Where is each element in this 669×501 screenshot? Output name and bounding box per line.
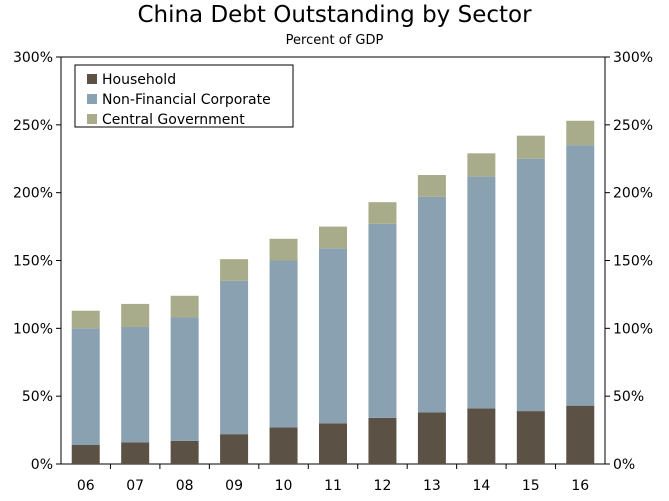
bar-segment [417,412,446,464]
y-tick-label-right: 250% [613,118,653,134]
bar-segment [170,317,199,441]
bar-segment [516,411,545,464]
bar-segment [417,196,446,413]
bar-segment [220,259,249,281]
bar-segment [319,226,347,249]
bar-segment [368,417,397,464]
x-tick-label: 11 [324,478,342,494]
x-tick-label: 12 [374,478,392,494]
bar-segment [566,120,595,146]
bar-segment [467,153,496,177]
y-tick-label-left: 100% [13,321,53,337]
x-tick-label: 08 [176,478,194,494]
y-tick-label-right: 50% [613,389,644,405]
y-tick-label-left: 150% [13,254,53,270]
y-tick-label-left: 300% [13,50,53,66]
bar-segment [121,326,150,443]
bar-segment [220,434,249,464]
y-tick-label-left: 50% [22,389,53,405]
bar-segment [467,176,496,409]
chart-title: China Debt Outstanding by Sector [137,2,532,28]
y-tick-label-left: 0% [31,457,53,473]
bar-segment [566,405,595,464]
bar-segment [516,158,545,412]
y-tick-label-right: 0% [613,457,635,473]
y-tick-label-right: 100% [613,321,653,337]
bar-segment [516,135,545,159]
plot-area: 0% 0% 50% 50% 100% 100% 150% 150% 200% 200% 250% 25… [13,50,653,494]
x-tick-label: 10 [275,478,293,494]
bar-segment [319,248,347,424]
y-tick-label-left: 200% [13,186,53,202]
x-tick-label: 15 [522,478,540,494]
legend-label: Household [102,72,176,88]
bar-segment [121,442,150,464]
bar-segment [467,408,496,464]
legend-label: Central Government [102,112,245,128]
bar-segment [566,145,595,406]
bar-segment [368,223,397,418]
x-tick-label: 07 [126,478,144,494]
bar-segment [319,423,347,464]
bar-segment [170,440,199,464]
bar-segment [269,260,298,428]
legend-swatch [87,94,97,104]
chart-subtitle: Percent of GDP [285,33,384,48]
bar-segment [269,238,298,261]
y-tick-label-right: 200% [613,186,653,202]
x-tick-label: 06 [77,478,95,494]
bar-segment [220,280,249,435]
legend-swatch [87,114,97,124]
y-tick-label-right: 300% [613,50,653,66]
legend-swatch [87,74,97,84]
bar-segment [269,427,298,464]
legend-label: Non-Financial Corporate [102,92,271,108]
bar-segment [71,328,100,446]
x-tick-label: 13 [423,478,441,494]
y-tick-label-left: 250% [13,118,53,134]
bar-segment [71,310,100,329]
bar-segment [170,295,199,318]
x-tick-label: 14 [472,478,490,494]
bar-segment [121,303,150,327]
y-tick-label-right: 150% [613,254,653,270]
x-tick-label: 09 [225,478,243,494]
x-tick-label: 16 [571,478,589,494]
bar-segment [417,175,446,197]
legend-box [74,64,294,128]
bar-segment [368,202,397,224]
bar-segment [71,445,100,464]
